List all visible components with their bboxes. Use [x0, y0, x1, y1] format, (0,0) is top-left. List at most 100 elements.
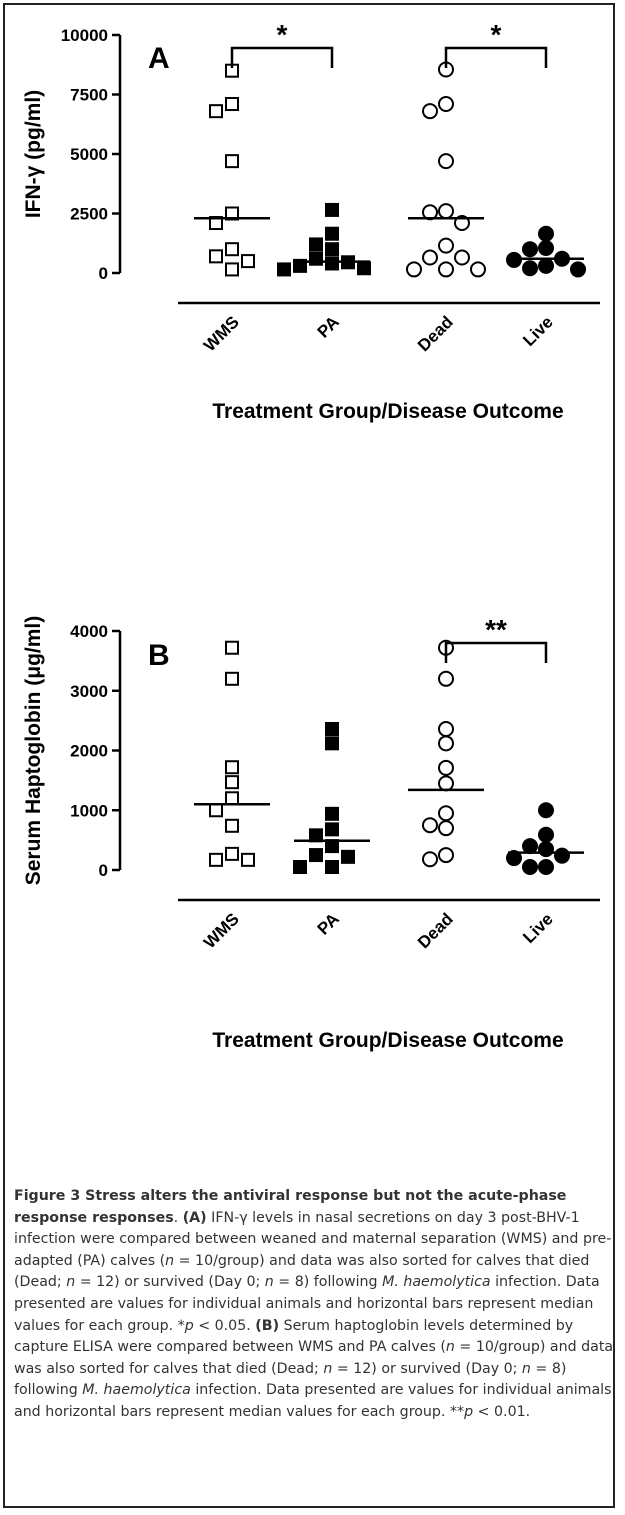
data-point-circle: [538, 841, 554, 858]
data-point-circle: [570, 261, 586, 278]
x-tick-label: PA: [314, 312, 343, 341]
data-point-circle: [438, 720, 454, 737]
data-point-circle: [438, 237, 454, 254]
y-tick-label: 2500: [70, 205, 108, 224]
caption-a-text-1: IFN-γ levels in nasal secretions on day …: [14, 1209, 612, 1269]
caption-label-a: (A): [182, 1209, 207, 1226]
data-point-circle: [538, 802, 554, 819]
data-point-square: [225, 671, 239, 686]
data-point-square: [225, 640, 239, 655]
panel-label: A: [148, 42, 170, 75]
data-point-square: [209, 249, 223, 264]
data-point-square: [325, 860, 339, 875]
figure-frame: [3, 3, 615, 1508]
data-point-circle: [506, 850, 522, 867]
x-tick-label: WMS: [200, 909, 243, 952]
data-point-square: [225, 775, 239, 790]
caption-n: n: [264, 1274, 274, 1291]
data-point-circle: [422, 249, 438, 266]
y-tick-label: 2000: [70, 742, 108, 761]
data-point-circle: [538, 826, 554, 843]
y-tick-label: 0: [99, 861, 108, 880]
x-tick-label: Live: [519, 312, 556, 349]
data-point-square: [277, 262, 291, 277]
significance-label: *: [277, 19, 288, 50]
caption-a-text-2: = 10/group) and data was also sorted for…: [14, 1252, 590, 1291]
significance-bracket: [230, 46, 334, 68]
significance-label: *: [491, 19, 502, 50]
data-point-square: [225, 242, 239, 257]
data-point-square: [225, 791, 239, 806]
caption-organism: M. haemolytica: [82, 1382, 191, 1399]
data-point-circle: [422, 817, 438, 834]
data-point-circle: [438, 261, 454, 278]
data-point-circle: [438, 759, 454, 776]
data-point-circle: [406, 261, 422, 278]
data-point-circle: [454, 249, 470, 266]
caption-p: p: [184, 1317, 194, 1334]
data-point-square: [225, 262, 239, 277]
data-point-square: [225, 846, 239, 861]
data-point-circle: [438, 775, 454, 792]
y-tick-label: 0: [99, 264, 108, 283]
data-point-square: [325, 226, 339, 241]
y-tick-label: 10000: [61, 26, 108, 45]
caption-b-text-4: = 8) following: [14, 1360, 567, 1399]
caption-n: n: [165, 1252, 175, 1269]
data-point-square: [293, 258, 307, 273]
significance-bracket: [444, 641, 548, 663]
data-point-square: [325, 822, 339, 837]
caption-title: Figure 3 Stress alters the antiviral res…: [14, 1188, 567, 1226]
x-tick-label: Dead: [414, 909, 457, 952]
data-point-circle: [438, 805, 454, 822]
data-point-square: [241, 254, 255, 269]
data-point-square: [325, 736, 339, 751]
y-tick-label: 7500: [70, 86, 108, 105]
caption-b-text-1: Serum haptoglobin levels determined by c…: [14, 1317, 574, 1356]
x-axis-label: Treatment Group/Disease Outcome: [212, 1029, 563, 1052]
data-point-square: [357, 261, 371, 276]
x-tick-label: Dead: [414, 312, 457, 355]
y-tick-label: 5000: [70, 145, 108, 164]
data-point-square: [325, 256, 339, 271]
caption-n: n: [323, 1360, 333, 1377]
caption-label-b: (B): [255, 1317, 280, 1334]
data-point-square: [309, 237, 323, 252]
data-point-circle: [554, 847, 570, 864]
figure-caption: Figure 3 Stress alters the antiviral res…: [14, 1188, 614, 1420]
chart-panel-a: 0 2500 5000 7500 10000 IFN-γ (pg/ml) A WMS PA Dea…: [22, 19, 600, 423]
x-axis-label: Treatment Group/Disease Outcome: [212, 400, 563, 423]
data-point-circle: [538, 257, 554, 274]
data-point-circle: [522, 260, 538, 277]
data-point-circle: [422, 103, 438, 120]
data-point-square: [309, 848, 323, 863]
data-point-square: [209, 104, 223, 119]
caption-a-text-5: infection. Data presented are values for…: [14, 1274, 600, 1334]
significance-label: **: [485, 614, 507, 645]
data-point-circle: [438, 670, 454, 687]
caption-a-text-3: = 12) or survived (Day 0;: [75, 1274, 265, 1291]
data-point-square: [225, 154, 239, 169]
data-point-circle: [522, 241, 538, 258]
caption-a-text-6: < 0.05.: [193, 1317, 256, 1334]
caption-b-text-6: < 0.01.: [473, 1403, 531, 1420]
caption-organism: M. haemolytica: [382, 1274, 491, 1291]
data-point-circle: [438, 153, 454, 170]
data-point-square: [225, 818, 239, 833]
caption-n: n: [66, 1274, 76, 1291]
data-point-square: [209, 803, 223, 818]
y-axis-label: IFN-γ (pg/ml): [22, 90, 45, 218]
caption-b-text-5: infection. Data presented are values for…: [14, 1382, 612, 1420]
data-point-square: [341, 849, 355, 864]
data-point-square: [325, 721, 339, 736]
data-point-square: [325, 806, 339, 821]
data-point-circle: [438, 820, 454, 837]
data-point-square: [293, 860, 307, 875]
data-point-square: [225, 760, 239, 775]
caption-n: n: [521, 1360, 531, 1377]
data-point-circle: [438, 203, 454, 220]
data-point-circle: [538, 225, 554, 242]
data-point-square: [325, 242, 339, 257]
x-tick-label: Live: [519, 909, 556, 946]
data-point-circle: [538, 859, 554, 876]
